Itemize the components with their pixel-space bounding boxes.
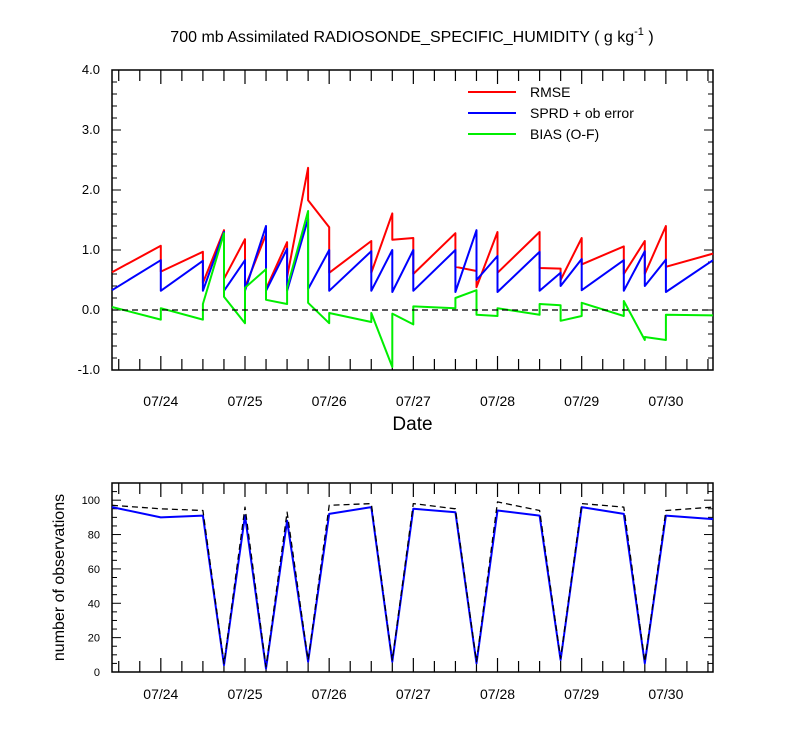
x-tick-label: 07/29 — [564, 686, 599, 702]
y-tick-label: 2.0 — [82, 182, 100, 197]
x-tick-label: 07/25 — [227, 686, 262, 702]
legend-label: BIAS (O-F) — [530, 126, 599, 142]
series-bias-o-f — [111, 210, 714, 368]
y-tick-label: 80 — [88, 530, 100, 542]
x-tick-label: 07/30 — [648, 686, 683, 702]
y-tick-label: -1.0 — [78, 362, 100, 377]
legend-label: SPRD + ob error — [530, 105, 634, 121]
chart-title: 700 mb Assimilated RADIOSONDE_SPECIFIC_H… — [170, 26, 653, 46]
x-tick-label: 07/26 — [312, 393, 347, 409]
y-tick-label: 4.0 — [82, 62, 100, 77]
y-tick-label: 0.0 — [82, 302, 100, 317]
x-axis-title: Date — [392, 414, 432, 435]
count-panel: 0 20 40 60 80 100 07/24 07/25 07/26 07/27 07/28 07/… — [51, 482, 714, 702]
x-tick-label: 07/30 — [648, 393, 683, 409]
x-tick-label: 07/28 — [480, 686, 515, 702]
chart-title-superscript: -1 — [634, 26, 644, 38]
y-tick-label: 1.0 — [82, 242, 100, 257]
series-sprd-ob-error — [111, 217, 714, 293]
stats-panel: -1.0 0.0 1.0 2.0 3.0 4.0 07/24 07/25 07/26 07/27 0… — [78, 62, 714, 435]
y-tick-label: 100 — [82, 495, 100, 507]
legend-label: RMSE — [530, 84, 570, 100]
y-tick-label: 60 — [88, 564, 100, 576]
x-tick-label: 07/28 — [480, 393, 515, 409]
chart-title-end: ) — [644, 29, 654, 46]
series-rmse — [111, 166, 714, 290]
y-tick-label: 20 — [88, 633, 100, 645]
x-tick-label: 07/24 — [143, 393, 178, 409]
x-tick-label: 07/26 — [312, 686, 347, 702]
x-tick-label: 07/25 — [227, 393, 262, 409]
x-tick-label: 07/27 — [396, 393, 431, 409]
series-assimilated — [111, 506, 714, 670]
series-possible — [111, 501, 714, 668]
x-tick-label: 07/27 — [396, 686, 431, 702]
y-tick-label: 3.0 — [82, 122, 100, 137]
stats-panel-frame — [111, 69, 714, 371]
y-tick-label: 0 — [94, 667, 100, 679]
y-tick-label: 40 — [88, 598, 100, 610]
x-tick-label: 07/29 — [564, 393, 599, 409]
y-axis-title: number of observations — [51, 494, 68, 661]
chart-title-main: 700 mb Assimilated RADIOSONDE_SPECIFIC_H… — [170, 29, 634, 46]
x-tick-label: 07/24 — [143, 686, 178, 702]
